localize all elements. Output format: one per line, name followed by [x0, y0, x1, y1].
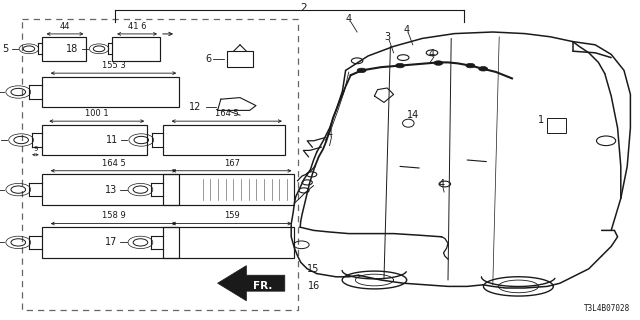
Text: 9: 9 [33, 146, 38, 152]
Circle shape [479, 67, 488, 71]
Text: 17: 17 [104, 237, 117, 247]
Text: 4: 4 [429, 49, 435, 60]
Text: FR.: FR. [253, 281, 272, 291]
Text: 18: 18 [67, 44, 79, 54]
Text: 100 1: 100 1 [85, 109, 109, 118]
Text: 164 5: 164 5 [102, 158, 125, 168]
Circle shape [396, 63, 404, 68]
Text: 4: 4 [403, 25, 410, 36]
Circle shape [466, 63, 475, 68]
Text: 167: 167 [224, 158, 240, 168]
Text: 164 5: 164 5 [215, 109, 239, 118]
Text: 11: 11 [106, 135, 118, 145]
Text: 3: 3 [384, 32, 390, 42]
Text: 158 9: 158 9 [102, 211, 125, 220]
Text: 2: 2 [301, 3, 307, 13]
Text: 1: 1 [538, 115, 544, 125]
Text: 4: 4 [326, 129, 333, 140]
Text: 15: 15 [307, 264, 320, 274]
Text: 44: 44 [60, 22, 70, 31]
Text: T3L4B07028: T3L4B07028 [584, 304, 630, 313]
Circle shape [357, 68, 366, 73]
Text: 6: 6 [205, 54, 211, 64]
Text: 41 6: 41 6 [128, 22, 147, 31]
Text: 155 3: 155 3 [102, 61, 125, 70]
Text: 4: 4 [346, 14, 352, 24]
Text: 159: 159 [224, 211, 239, 220]
Text: 4: 4 [438, 179, 445, 189]
Circle shape [434, 61, 443, 65]
Text: 14: 14 [406, 110, 419, 120]
Text: 13: 13 [105, 185, 117, 195]
Text: 16: 16 [307, 281, 320, 292]
Text: 12: 12 [189, 102, 202, 112]
Text: 5: 5 [2, 44, 8, 54]
Polygon shape [218, 266, 285, 301]
